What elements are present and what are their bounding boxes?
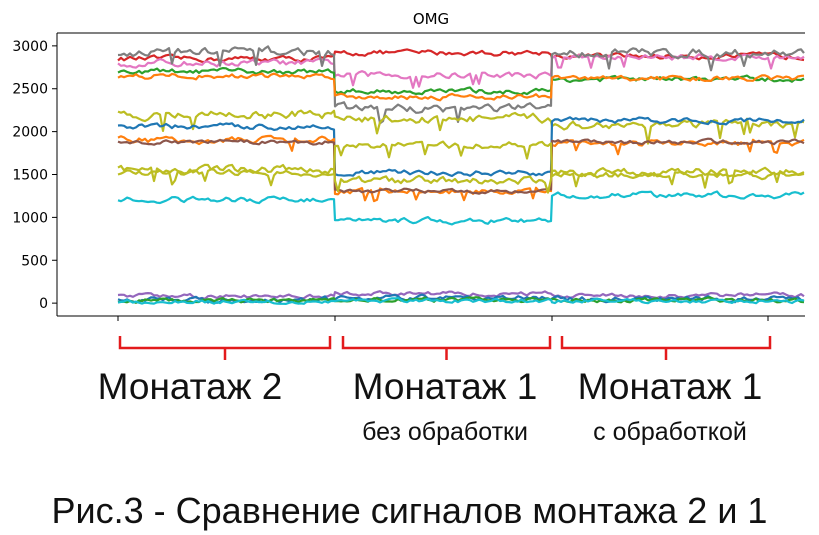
segment-bracket-1	[118, 336, 332, 360]
series-line-15	[117, 296, 805, 304]
y-tick-label-1500: 1500	[12, 168, 48, 184]
series-line-10	[117, 163, 805, 194]
series-line-2	[117, 53, 805, 89]
segment-sublabel-2: без обработки	[362, 418, 528, 446]
series-line-3	[117, 45, 805, 125]
series-line-13	[117, 290, 805, 300]
figure-caption: Рис.3 - Сравнение сигналов монтажа 2 и 1	[51, 490, 768, 531]
series-line-12	[117, 190, 805, 226]
series-line-11	[117, 140, 805, 189]
series-line-9	[117, 137, 805, 195]
y-tick-label-3000: 3000	[12, 39, 48, 55]
y-tick-label-500: 500	[21, 253, 48, 269]
omg-chart: OMG 0 500 1000 1500 2000 2500 3000	[12, 10, 805, 360]
segment-bracket-3	[560, 336, 772, 360]
series-line-5	[117, 72, 805, 102]
segment-label-2: Монатаж 1	[352, 366, 538, 407]
y-tick-label-2000: 2000	[12, 125, 48, 141]
chart-title: OMG	[413, 10, 449, 28]
y-tick-label-0: 0	[39, 296, 48, 312]
segment-label-1: Монатаж 2	[97, 366, 283, 407]
series-line-7	[117, 116, 805, 177]
segment-sublabel-3: с обработкой	[593, 418, 747, 446]
segment-bracket-2	[341, 336, 552, 360]
y-tick-label-1000: 1000	[12, 210, 48, 226]
series-line-4	[117, 67, 805, 96]
series-line-16	[117, 296, 805, 305]
series-line-6	[117, 109, 805, 145]
y-tick-label-2500: 2500	[12, 82, 48, 98]
segment-label-3: Монатаж 1	[577, 366, 763, 407]
